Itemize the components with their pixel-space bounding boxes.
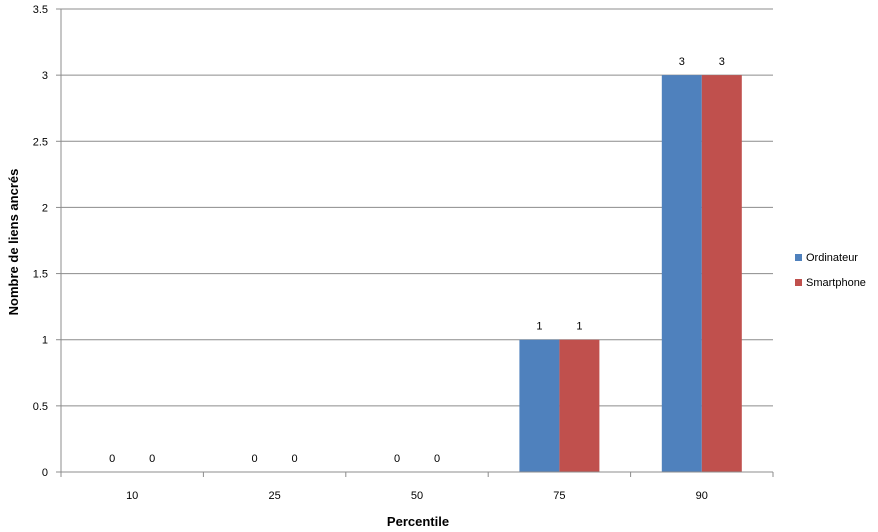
axes: [60, 9, 774, 477]
bar-smartphone: [701, 75, 742, 473]
y-tick-label: 0: [42, 467, 48, 479]
x-tick-label: 25: [268, 490, 280, 502]
x-tick-label: 90: [696, 490, 708, 502]
y-tick-label: 1: [42, 335, 48, 347]
y-tick-label: 0.5: [33, 401, 48, 413]
x-tick-label: 50: [411, 490, 423, 502]
y-tick-label: 3.5: [33, 4, 48, 16]
data-label: 0: [149, 453, 155, 465]
data-label: 1: [576, 321, 582, 333]
legend-swatch: [795, 279, 802, 286]
x-tick-labels: 10 25 50 75 90: [126, 490, 708, 502]
y-tick-label: 2: [42, 202, 48, 214]
bar-ordinateur: [519, 339, 560, 472]
legend-label: Ordinateur: [806, 252, 858, 264]
data-label: 1: [536, 321, 542, 333]
data-label: 3: [679, 56, 685, 68]
gridlines: [56, 8, 773, 473]
x-axis-title: Percentile: [387, 514, 449, 529]
data-label: 0: [252, 453, 258, 465]
data-label: 3: [719, 56, 725, 68]
bars: [519, 75, 742, 473]
y-tick-label: 1.5: [33, 269, 48, 281]
legend: Ordinateur Smartphone: [795, 252, 866, 289]
y-tick-label: 2.5: [33, 136, 48, 148]
y-axis-title: Nombre de liens ancrés: [6, 169, 21, 316]
x-tick-label: 75: [553, 490, 565, 502]
legend-swatch: [795, 254, 802, 261]
data-label: 0: [292, 453, 298, 465]
data-label: 0: [434, 453, 440, 465]
bar-smartphone: [559, 339, 600, 472]
data-labels: 0 0 0 0 0 0 1 1 3 3: [109, 56, 725, 465]
x-tick-label: 10: [126, 490, 138, 502]
y-tick-label: 3: [42, 70, 48, 82]
y-tick-labels: 0 0.5 1 1.5 2 2.5 3 3.5: [33, 4, 48, 479]
data-label: 0: [394, 453, 400, 465]
legend-label: Smartphone: [806, 277, 866, 289]
bar-ordinateur: [661, 75, 702, 473]
data-label: 0: [109, 453, 115, 465]
